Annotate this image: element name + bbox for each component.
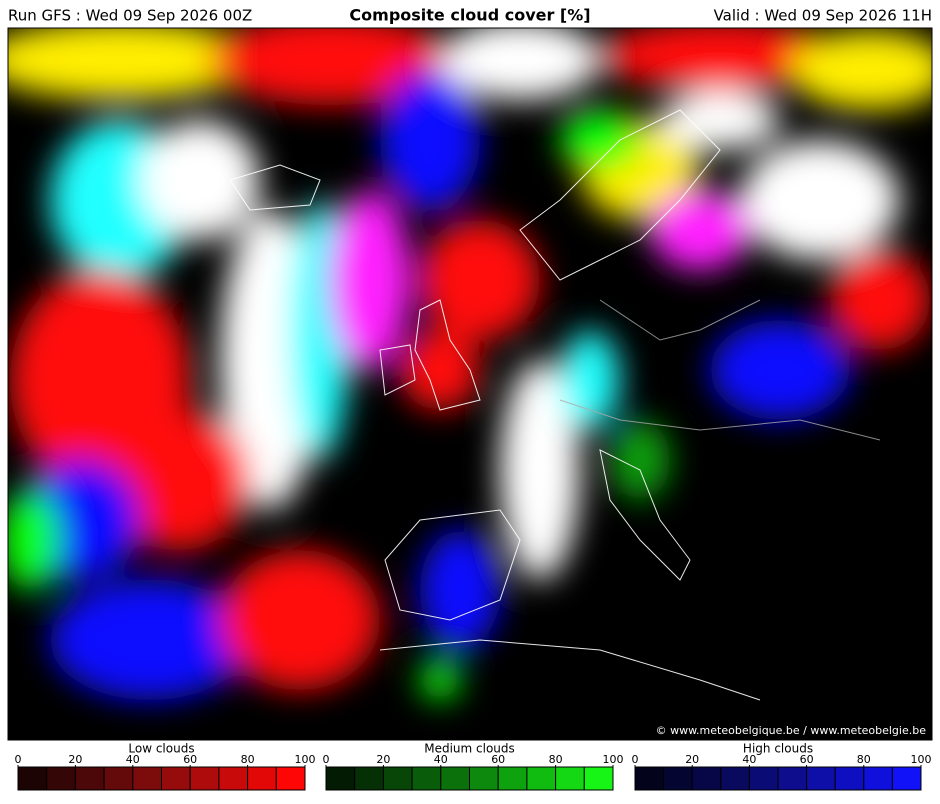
legend-swatch [806,766,836,791]
legend-swatch [17,766,48,791]
legend-tick-label: 20 [376,753,390,766]
legend-swatch [748,766,779,791]
legend-swatch [382,766,413,791]
legend-tick-label: 40 [742,753,756,766]
legend-swatch [275,766,306,791]
legend-swatch [863,766,893,791]
legend-title: High clouds [743,742,813,756]
legend-tick-label: 0 [323,753,330,766]
legend-tick-label: 60 [800,753,814,766]
legend-swatch [497,766,528,791]
legend-swatch [218,766,249,791]
legend-tick-label: 0 [632,753,639,766]
legend-swatch [777,766,808,791]
legend-swatch [247,766,277,791]
legend-tick-label: 80 [857,753,871,766]
valid-label: Valid : Wed 09 Sep 2026 11H [714,7,932,25]
legend-swatch [469,766,499,791]
legend-swatch [691,766,722,791]
legend-tick-label: 100 [603,753,624,766]
legend-tick-label: 100 [911,753,932,766]
legend-swatch [526,766,557,791]
legend-swatch [720,766,750,791]
legend-swatch [555,766,585,791]
legend-swatch [411,766,442,791]
legend-swatch [325,766,356,791]
legend-swatch [583,766,614,791]
legend-swatch [354,766,384,791]
legend-tick-label: 20 [68,753,82,766]
legend-title: Low clouds [128,742,194,756]
cloud-map: © www.meteobelgique.be / www.meteobelgie… [8,28,932,740]
map-title: Composite cloud cover [%] [349,6,590,25]
legend-title: Medium clouds [424,742,515,756]
legend-tick-label: 40 [126,753,140,766]
legend-swatch [189,766,220,791]
legend-swatch [834,766,865,791]
legend-tick-label: 40 [434,753,448,766]
legend-swatch [132,766,163,791]
legend-swatch [46,766,76,791]
legend-tick-label: 20 [685,753,699,766]
legend-tick-label: 60 [491,753,505,766]
legend-tick-label: 0 [15,753,22,766]
legend-swatch [74,766,105,791]
legend-swatch [634,766,665,791]
legend-swatch [663,766,693,791]
legend-tick-label: 80 [241,753,255,766]
copyright: © www.meteobelgique.be / www.meteobelgie… [656,724,927,737]
legend-swatch [440,766,470,791]
map-frame [7,27,933,741]
legend-swatch [161,766,191,791]
legend-tick-label: 100 [295,753,316,766]
legend-tick-label: 60 [183,753,197,766]
run-label: Run GFS : Wed 09 Sep 2026 00Z [8,7,252,25]
legend-tick-label: 80 [549,753,563,766]
legend-swatch [891,766,922,791]
legend-swatch [103,766,134,791]
